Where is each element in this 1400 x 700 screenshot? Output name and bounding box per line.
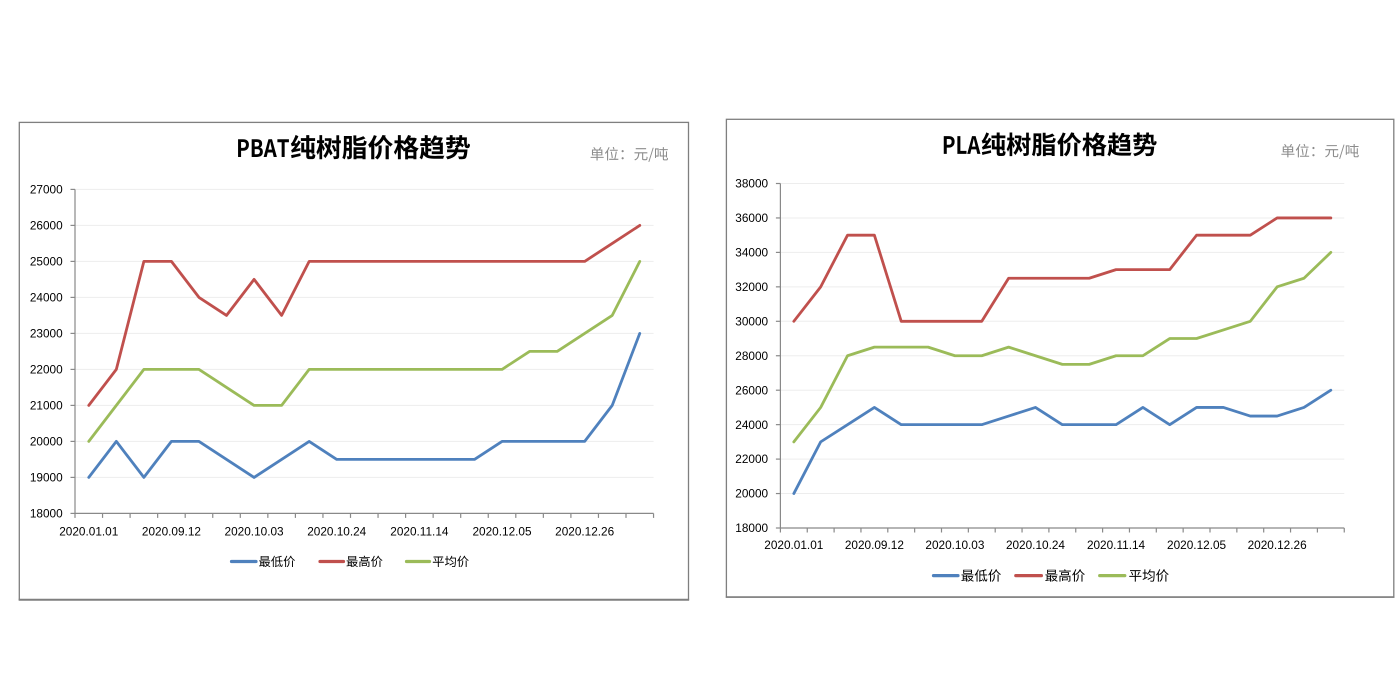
svg-text:38000: 38000 bbox=[735, 177, 768, 191]
svg-text:2020.10.24: 2020.10.24 bbox=[307, 525, 366, 539]
svg-text:20000: 20000 bbox=[735, 487, 768, 501]
svg-text:25000: 25000 bbox=[30, 255, 63, 269]
svg-text:36000: 36000 bbox=[735, 211, 768, 225]
svg-text:2020.12.05: 2020.12.05 bbox=[1167, 538, 1226, 552]
svg-text:2020.12.05: 2020.12.05 bbox=[473, 525, 532, 539]
svg-text:21000: 21000 bbox=[30, 399, 63, 413]
svg-text:19000: 19000 bbox=[30, 471, 63, 485]
svg-text:28000: 28000 bbox=[735, 349, 768, 363]
svg-text:2020.12.26: 2020.12.26 bbox=[1248, 538, 1307, 552]
svg-text:34000: 34000 bbox=[735, 246, 768, 260]
svg-text:2020.09.12: 2020.09.12 bbox=[845, 538, 904, 552]
svg-text:24000: 24000 bbox=[735, 418, 768, 432]
svg-text:2020.12.26: 2020.12.26 bbox=[555, 525, 614, 539]
svg-text:2020.10.24: 2020.10.24 bbox=[1006, 538, 1065, 552]
svg-text:2020.10.03: 2020.10.03 bbox=[925, 538, 984, 552]
svg-text:27000: 27000 bbox=[30, 183, 63, 197]
svg-text:30000: 30000 bbox=[735, 314, 768, 328]
svg-text:24000: 24000 bbox=[30, 291, 63, 305]
svg-text:2020.01.01: 2020.01.01 bbox=[59, 525, 118, 539]
svg-text:18000: 18000 bbox=[30, 507, 63, 521]
svg-text:23000: 23000 bbox=[30, 327, 63, 341]
svg-text:22000: 22000 bbox=[30, 363, 63, 377]
svg-text:20000: 20000 bbox=[30, 435, 63, 449]
svg-text:22000: 22000 bbox=[735, 452, 768, 466]
svg-text:2020.01.01: 2020.01.01 bbox=[764, 538, 823, 552]
svg-text:18000: 18000 bbox=[735, 521, 768, 535]
svg-text:2020.09.12: 2020.09.12 bbox=[142, 525, 201, 539]
svg-text:32000: 32000 bbox=[735, 280, 768, 294]
svg-text:2020.10.03: 2020.10.03 bbox=[225, 525, 284, 539]
svg-text:26000: 26000 bbox=[30, 219, 63, 233]
svg-text:2020.11.14: 2020.11.14 bbox=[390, 525, 449, 539]
svg-text:2020.11.14: 2020.11.14 bbox=[1087, 538, 1146, 552]
svg-text:26000: 26000 bbox=[735, 383, 768, 397]
